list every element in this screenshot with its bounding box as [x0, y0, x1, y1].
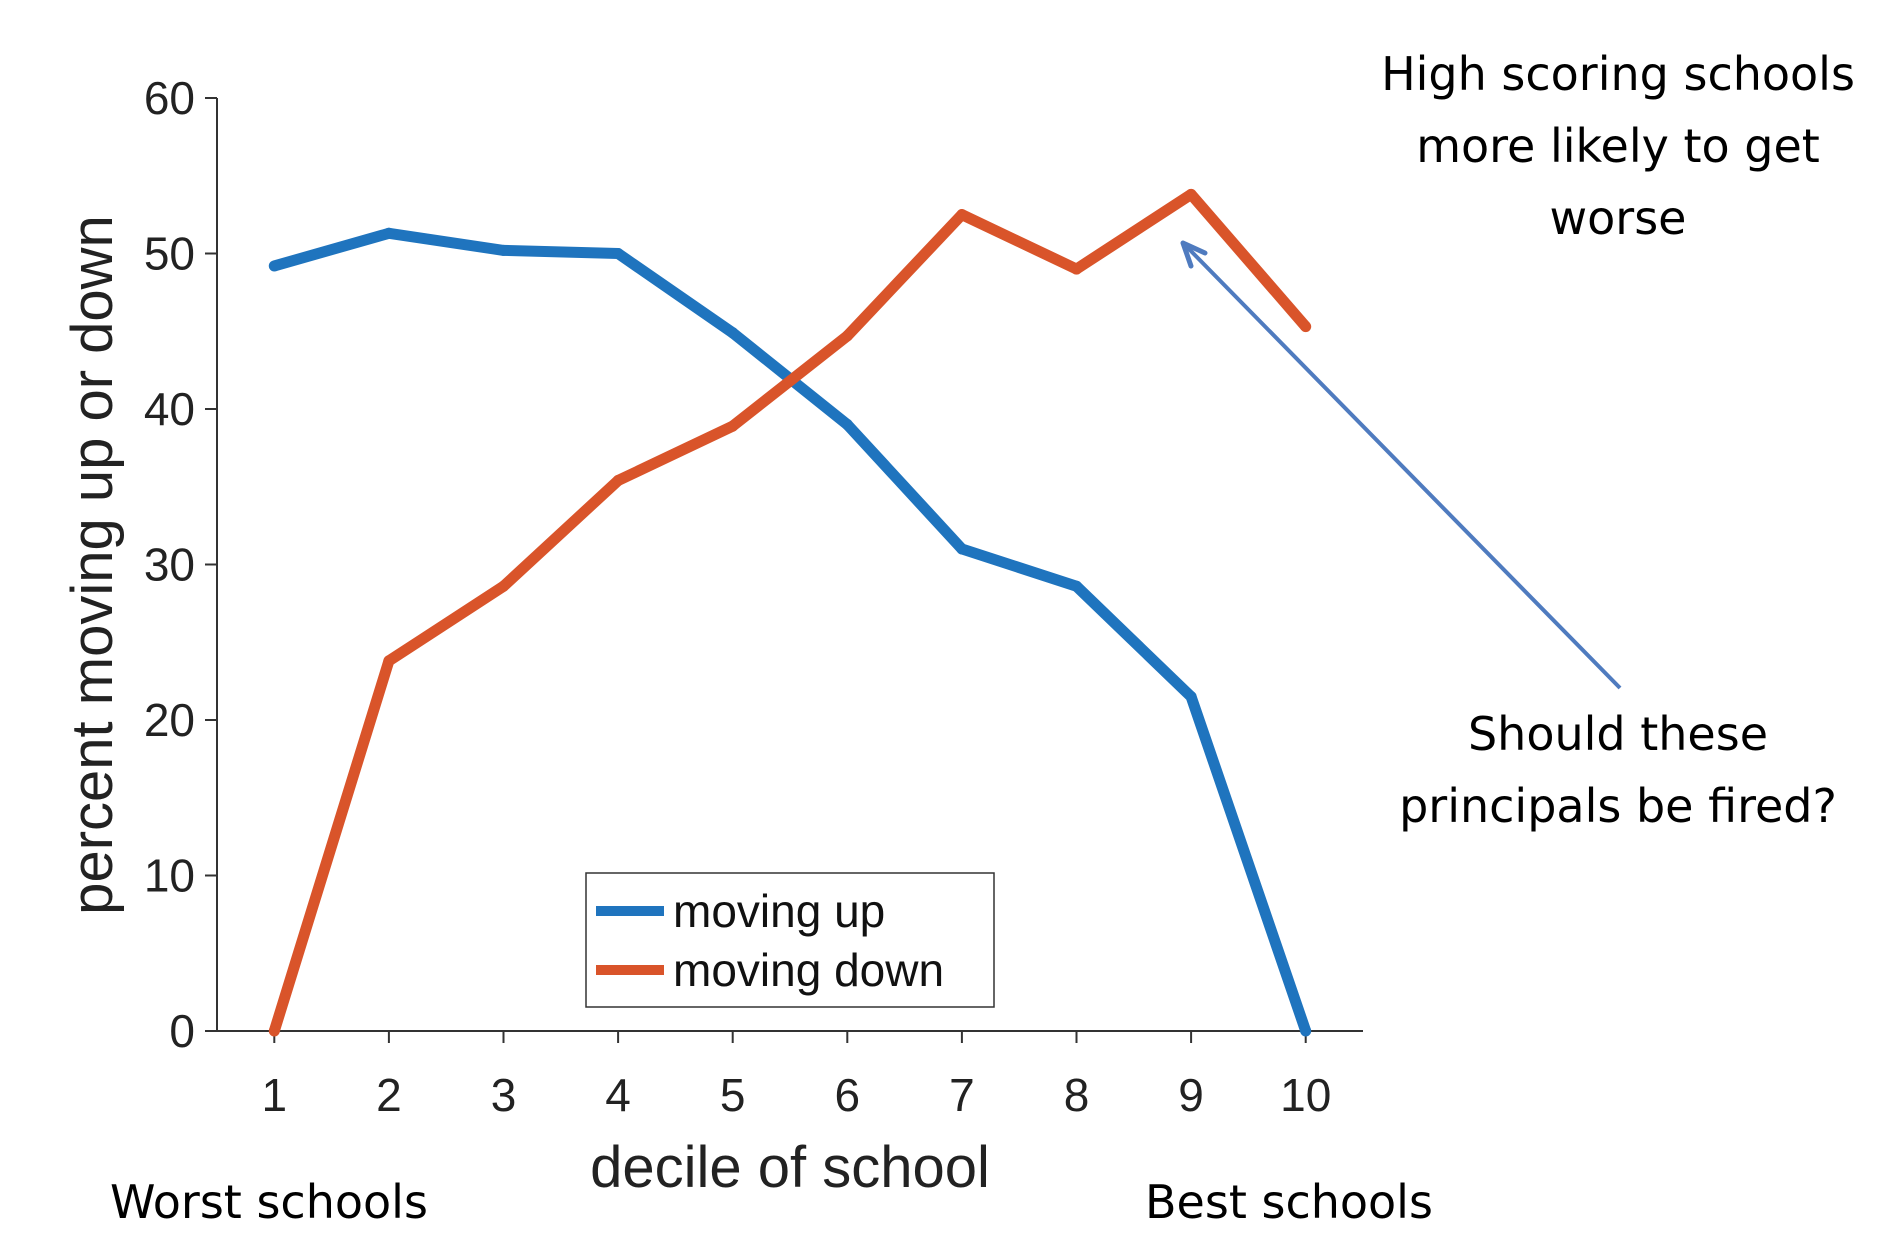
- y-tick-label: 40: [144, 383, 195, 435]
- legend-box: [585, 872, 995, 1008]
- data-point-moving-down: [1185, 188, 1197, 200]
- x-tick-label: 5: [720, 1069, 746, 1121]
- annotation-question-line-1: Should these: [1468, 707, 1768, 761]
- x-tick-label: 1: [262, 1069, 288, 1121]
- annotation-arrow-line: [1185, 245, 1622, 690]
- data-point-moving-up: [383, 227, 395, 239]
- x-tick-label: 7: [949, 1069, 975, 1121]
- x-tick-label: 9: [1178, 1069, 1204, 1121]
- annotation-high-scoring-line-3: worse: [1550, 191, 1687, 245]
- x-tick-label: 8: [1064, 1069, 1090, 1121]
- x-tick-label: 4: [605, 1069, 631, 1121]
- y-tick-label: 50: [144, 228, 195, 280]
- x-ticks: 1 2 3 4 5 6 7 8 9 10: [262, 1031, 1331, 1121]
- data-point-moving-down: [841, 330, 853, 342]
- legend-label-moving-down: moving down: [673, 944, 944, 996]
- x-tick-label: 2: [376, 1069, 402, 1121]
- legend: moving up moving down: [585, 872, 995, 1008]
- x-tick-label: 3: [491, 1069, 517, 1121]
- x-tick-label: 6: [835, 1069, 861, 1121]
- data-point-moving-down: [612, 475, 624, 487]
- annotation-arrow-head: [1180, 240, 1208, 269]
- annotation-high-scoring-line-2: more likely to get: [1416, 119, 1820, 173]
- x-axis-title: decile of school: [590, 1135, 990, 1200]
- annotation-worst-schools: Worst schools: [110, 1175, 428, 1229]
- y-tick-label: 60: [144, 72, 195, 124]
- data-point-moving-up: [498, 244, 509, 256]
- data-point-moving-up: [268, 260, 280, 272]
- y-tick-label: 0: [169, 1005, 195, 1057]
- data-point-moving-up: [1185, 691, 1197, 703]
- data-point-moving-down: [1071, 263, 1082, 275]
- data-point-moving-up: [1300, 1025, 1312, 1037]
- data-point-moving-up: [727, 327, 739, 339]
- x-tick-label: 10: [1280, 1069, 1331, 1121]
- series-line-moving-down: [269, 188, 1310, 1033]
- y-tick-label: 30: [144, 539, 195, 591]
- y-axis-title: percent moving up or down: [60, 215, 125, 915]
- data-point-moving-down: [383, 655, 395, 667]
- data-point-moving-up: [612, 248, 624, 259]
- y-tick-label: 20: [144, 694, 195, 746]
- data-point-moving-down: [498, 580, 509, 592]
- annotation-high-scoring-line-1: High scoring schools: [1381, 47, 1855, 101]
- legend-label-moving-up: moving up: [673, 885, 885, 937]
- annotation-question-line-2: principals be fired?: [1399, 779, 1837, 833]
- annotation-best-schools: Best schools: [1145, 1175, 1433, 1229]
- series-layer: [268, 188, 1312, 1037]
- data-point-moving-down: [268, 1025, 280, 1037]
- data-point-moving-up: [1071, 580, 1082, 592]
- data-point-moving-up: [841, 419, 853, 431]
- data-point-moving-up: [956, 543, 968, 555]
- data-point-moving-down: [727, 420, 739, 432]
- data-point-moving-down: [956, 209, 968, 221]
- y-ticks: 0 10 20 30 40 50 60: [144, 72, 217, 1057]
- annotations: High scoring schools more likely to get …: [110, 47, 1855, 1229]
- data-point-moving-down: [1300, 321, 1312, 333]
- y-tick-label: 10: [144, 850, 195, 902]
